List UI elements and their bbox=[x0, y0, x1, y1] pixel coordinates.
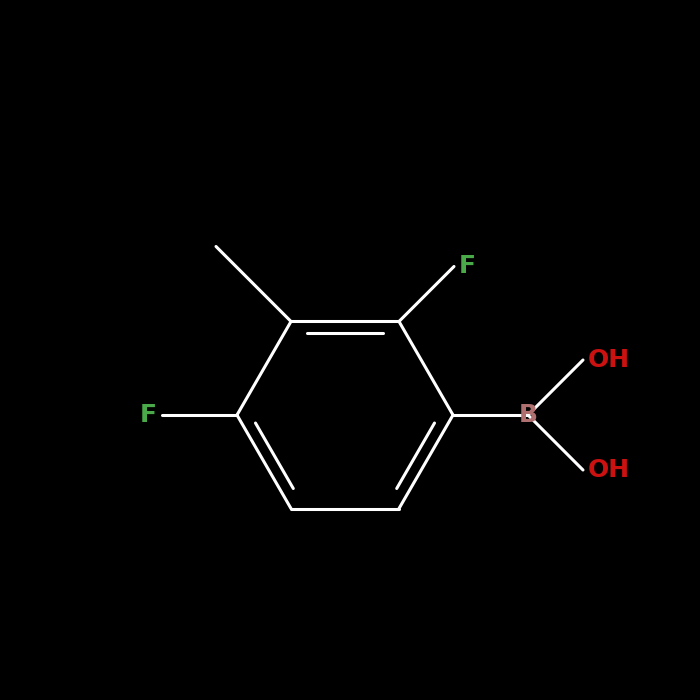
Text: OH: OH bbox=[588, 348, 630, 372]
Text: B: B bbox=[519, 403, 538, 427]
Text: OH: OH bbox=[588, 458, 630, 482]
Text: F: F bbox=[140, 403, 157, 427]
Text: F: F bbox=[459, 255, 476, 279]
